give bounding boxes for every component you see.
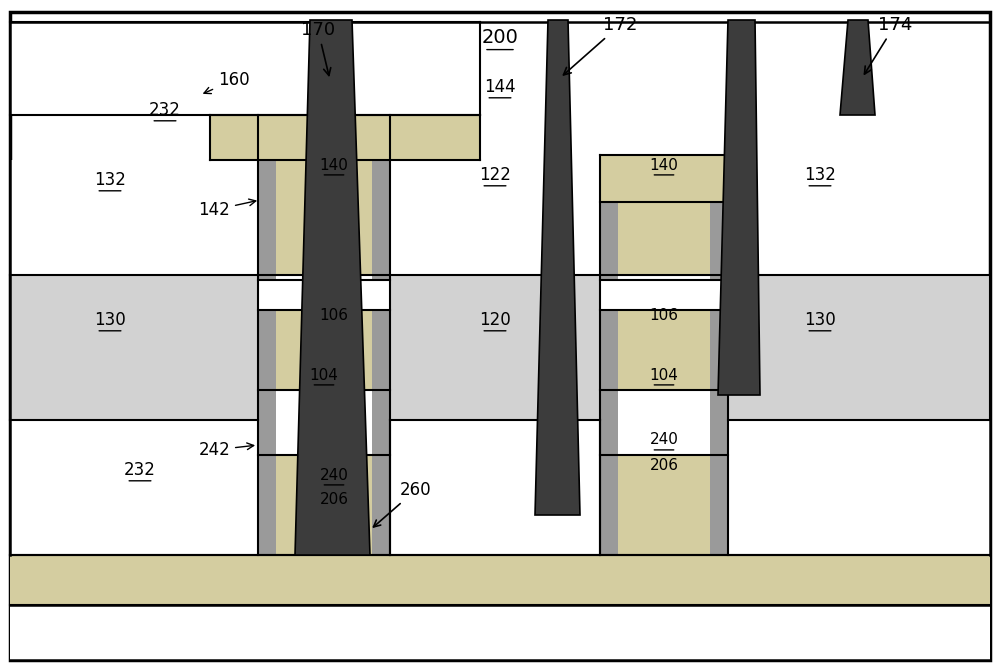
Bar [10,555,990,605]
Text: 172: 172 [563,16,637,75]
Text: 120: 120 [479,311,511,329]
Bar [210,115,480,160]
Text: 132: 132 [804,166,836,184]
Bar [258,130,276,555]
Text: 240: 240 [650,433,678,448]
Text: 260: 260 [373,481,432,527]
Bar [276,130,372,275]
Bar [618,455,710,555]
Bar [10,275,258,420]
Bar [10,605,990,660]
Text: 170: 170 [301,21,335,76]
Bar [618,310,710,390]
Text: 206: 206 [650,458,678,472]
Polygon shape [535,20,580,515]
Text: 104: 104 [650,368,678,383]
Bar [600,155,728,202]
Text: 132: 132 [94,171,126,189]
Bar [728,420,990,555]
Text: 206: 206 [320,492,349,507]
Bar [10,22,470,115]
Bar [276,455,372,555]
Bar [390,275,600,420]
Text: 174: 174 [864,16,912,74]
Text: 160: 160 [204,71,250,94]
Text: 140: 140 [320,157,348,172]
Text: 130: 130 [804,311,836,329]
Bar [10,420,258,555]
Polygon shape [840,20,875,115]
Text: 106: 106 [650,308,678,322]
Text: 232: 232 [149,101,181,119]
Bar [618,155,710,275]
Text: 200: 200 [482,27,518,46]
Bar [276,310,372,390]
Text: 104: 104 [310,368,338,383]
Text: 122: 122 [479,166,511,184]
Text: 142: 142 [198,199,256,219]
Polygon shape [718,20,760,395]
Text: 240: 240 [320,468,348,482]
Text: 106: 106 [320,308,349,322]
Text: 140: 140 [650,157,678,172]
Bar [600,280,728,310]
Text: 130: 130 [94,311,126,329]
Bar [390,420,600,555]
Text: 232: 232 [124,461,156,479]
Bar [600,200,618,555]
Bar [728,275,990,420]
Polygon shape [295,20,370,555]
Bar [258,280,390,310]
Bar [710,200,728,555]
Text: 144: 144 [484,78,516,96]
Text: 242: 242 [198,441,254,459]
Bar [372,130,390,555]
Bar [10,160,258,275]
